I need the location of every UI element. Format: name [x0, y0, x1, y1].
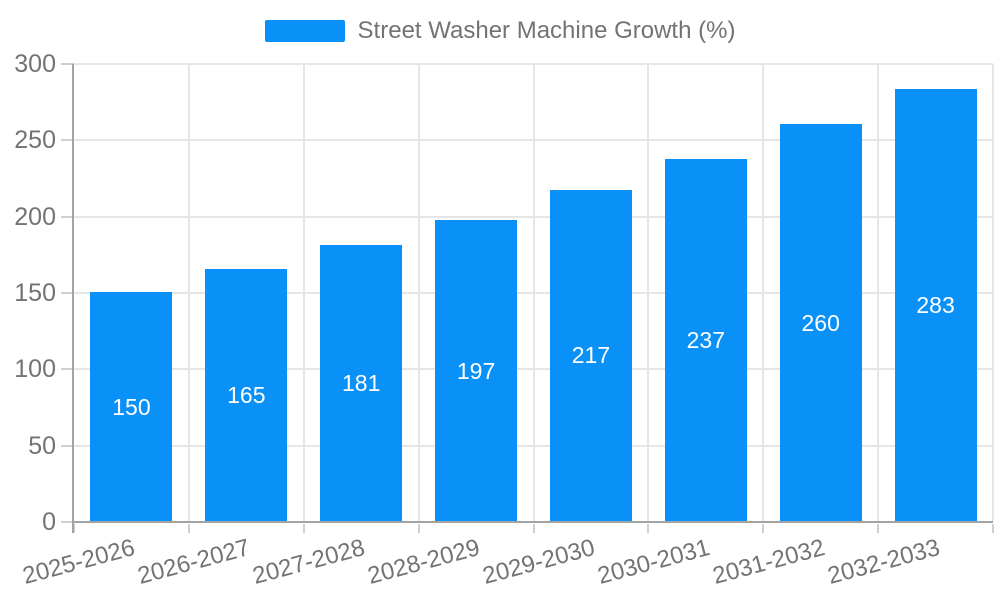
legend-label: Street Washer Machine Growth (%): [357, 17, 736, 44]
y-axis-label: 0: [42, 508, 56, 536]
bar-value-label: 181: [342, 369, 381, 396]
y-axis-tick: [61, 63, 74, 65]
legend: Street Washer Machine Growth (%): [0, 18, 1000, 44]
x-axis-tick: [187, 524, 190, 533]
bar[interactable]: 217: [549, 189, 632, 521]
y-axis-tick: [61, 444, 74, 447]
y-axis-label: 250: [14, 126, 56, 155]
x-axis-line: [72, 521, 993, 523]
bar[interactable]: 237: [664, 159, 747, 521]
bar-value-label: 165: [227, 382, 266, 409]
y-axis-tick: [61, 521, 74, 523]
x-gridline: [417, 64, 420, 521]
x-gridline: [762, 64, 765, 521]
x-axis-tick: [647, 524, 650, 533]
x-axis-tick: [73, 524, 75, 533]
x-axis-tick: [992, 524, 994, 533]
bar-value-label: 197: [456, 357, 496, 384]
bar-value-label: 217: [571, 342, 611, 369]
legend-item[interactable]: Street Washer Machine Growth (%): [264, 17, 736, 44]
x-gridline: [647, 64, 650, 521]
x-axis-tick: [877, 524, 880, 533]
y-axis-label: 50: [28, 431, 56, 460]
bar[interactable]: 197: [435, 220, 518, 521]
bar[interactable]: 260: [779, 124, 862, 521]
y-axis-tick: [61, 292, 74, 294]
x-axis-tick: [417, 524, 420, 533]
x-axis-tick: [762, 524, 765, 533]
bar[interactable]: 283: [894, 88, 977, 521]
y-axis-tick: [61, 215, 74, 218]
y-axis-tick: [61, 139, 74, 142]
legend-swatch-icon: [264, 20, 345, 42]
bar-value-label: 237: [686, 327, 725, 354]
x-gridline: [992, 64, 994, 521]
x-gridline: [877, 64, 880, 521]
bar-value-label: 150: [112, 393, 151, 420]
y-axis-label: 300: [14, 50, 56, 78]
bar[interactable]: 165: [205, 269, 288, 521]
y-axis-line: [72, 64, 74, 533]
bar[interactable]: 150: [90, 292, 173, 521]
x-gridline: [532, 64, 535, 521]
y-axis-label: 100: [14, 355, 56, 384]
y-axis-tick: [61, 368, 74, 371]
bar-value-label: 283: [916, 291, 955, 318]
bar-value-label: 260: [801, 309, 840, 336]
y-axis-label: 200: [14, 202, 56, 231]
x-axis-tick: [532, 524, 535, 533]
x-gridline: [187, 64, 190, 521]
x-gridline: [302, 64, 305, 521]
bar[interactable]: 181: [320, 244, 403, 521]
x-axis-tick: [302, 524, 305, 533]
y-axis-label: 150: [14, 279, 56, 307]
